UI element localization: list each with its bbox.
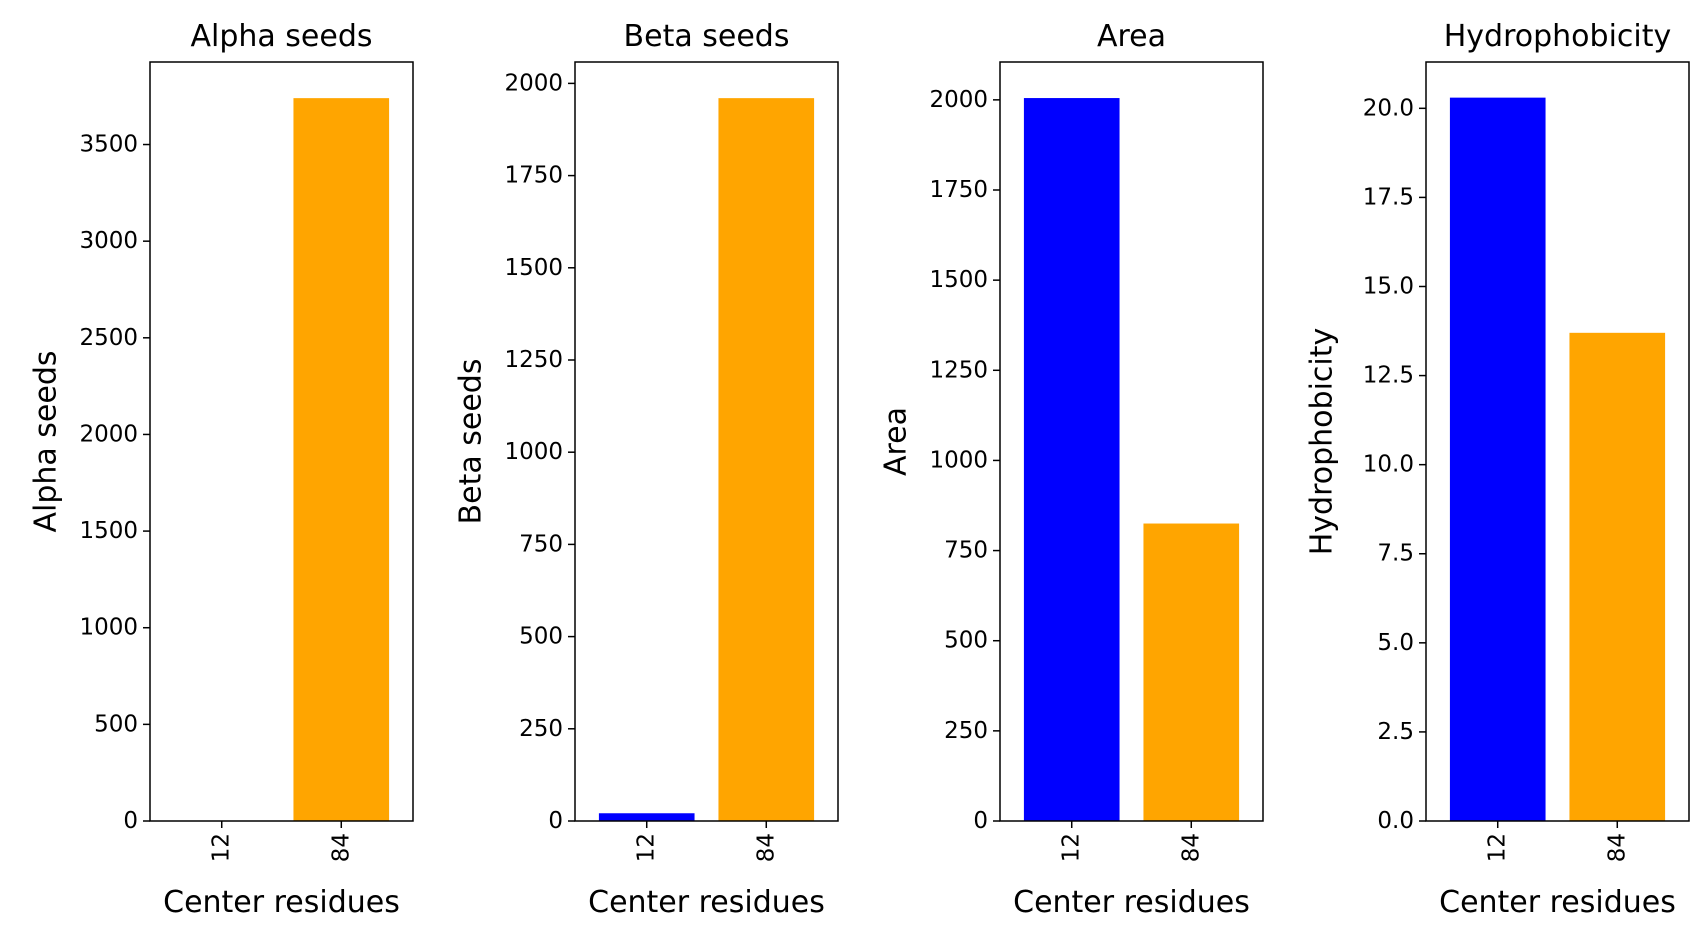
y-tick-label: 1500 xyxy=(504,255,563,281)
x-axis-label: Center residues xyxy=(1439,885,1676,920)
bar-84 xyxy=(1569,332,1666,821)
y-tick-label: 15.0 xyxy=(1363,273,1414,299)
panel-title: Hydrophobicity xyxy=(1444,19,1672,54)
plot-frame xyxy=(999,61,1264,822)
y-tick-label: 1500 xyxy=(79,518,138,544)
panel-4: 12 84 0.0 2.5 5.0 7.5 10.0 12.5 15.0 17.5 20.0 Hydr… xyxy=(1305,19,1690,920)
x-tick-label: 84 xyxy=(1178,833,1204,862)
y-tick-label: 1250 xyxy=(929,357,988,383)
x-tick-label: 84 xyxy=(753,833,779,862)
x-tick-label: 12 xyxy=(209,833,235,862)
y-axis-label: Alpha seeds xyxy=(29,350,64,532)
y-tick-label: 20.0 xyxy=(1363,95,1414,121)
y-tick-label: 250 xyxy=(519,716,563,742)
y-axis-label: Area xyxy=(879,407,914,476)
bar-84 xyxy=(1143,523,1240,821)
x-tick-label: 84 xyxy=(328,833,354,862)
y-tick-label: 1000 xyxy=(504,439,563,465)
panel-1: 12 84 0 500 1000 1500 2000 2500 3000 3500 Alpha se… xyxy=(29,19,414,920)
x-axis-label: Center residues xyxy=(1013,885,1250,920)
x-axis-label: Center residues xyxy=(588,885,825,920)
y-tick-label: 2000 xyxy=(79,421,138,447)
y-tick-label: 17.5 xyxy=(1363,184,1414,210)
y-tick-label: 1250 xyxy=(504,347,563,373)
plot-frame xyxy=(149,61,414,822)
y-tick-label: 500 xyxy=(519,624,563,650)
plot-frame xyxy=(574,61,839,822)
y-tick-label: 500 xyxy=(944,628,988,654)
y-tick-label: 0 xyxy=(123,808,138,834)
y-tick-label: 10.0 xyxy=(1363,452,1414,478)
y-tick-label: 5.0 xyxy=(1377,630,1414,656)
y-tick-label: 2000 xyxy=(504,70,563,96)
y-tick-label: 1500 xyxy=(929,267,988,293)
bar-84 xyxy=(718,98,815,821)
y-tick-label: 1000 xyxy=(929,447,988,473)
x-tick-label: 84 xyxy=(1604,833,1630,862)
x-tick-label: 12 xyxy=(1059,833,1085,862)
bar-12 xyxy=(598,813,695,821)
y-tick-label: 1750 xyxy=(929,177,988,203)
panel-title: Area xyxy=(1097,19,1166,54)
y-axis-label: Beta seeds xyxy=(454,359,489,525)
x-tick-label: 12 xyxy=(634,833,660,862)
plot-frame xyxy=(1425,61,1690,822)
bar-12 xyxy=(1023,98,1120,821)
y-tick-label: 2500 xyxy=(79,325,138,351)
panel-title: Alpha seeds xyxy=(190,19,372,54)
bar-84 xyxy=(293,98,390,821)
panel-3: 12 84 0 250 500 750 1000 1250 1500 1750 2000 Area Ce… xyxy=(879,19,1264,920)
y-tick-label: 3500 xyxy=(79,132,138,158)
y-tick-label: 0 xyxy=(548,808,563,834)
x-tick-label: 12 xyxy=(1485,833,1511,862)
y-tick-label: 0.0 xyxy=(1377,808,1414,834)
y-tick-label: 1750 xyxy=(504,163,563,189)
y-tick-label: 500 xyxy=(94,711,138,737)
y-axis-label: Hydrophobicity xyxy=(1305,328,1340,556)
panel-2: 12 84 0 250 500 750 1000 1250 1500 1750 2000 Beta s… xyxy=(454,19,839,920)
y-tick-label: 2.5 xyxy=(1377,719,1414,745)
y-tick-label: 750 xyxy=(519,531,563,557)
y-tick-label: 3000 xyxy=(79,228,138,254)
x-axis-label: Center residues xyxy=(163,885,400,920)
panel-title: Beta seeds xyxy=(624,19,790,54)
y-tick-label: 250 xyxy=(944,718,988,744)
bar-12 xyxy=(1449,97,1546,822)
y-tick-label: 1000 xyxy=(79,615,138,641)
y-tick-label: 2000 xyxy=(929,87,988,113)
y-tick-label: 12.5 xyxy=(1363,363,1414,389)
y-tick-label: 750 xyxy=(944,538,988,564)
y-tick-label: 0 xyxy=(973,808,988,834)
y-tick-label: 7.5 xyxy=(1377,541,1414,567)
